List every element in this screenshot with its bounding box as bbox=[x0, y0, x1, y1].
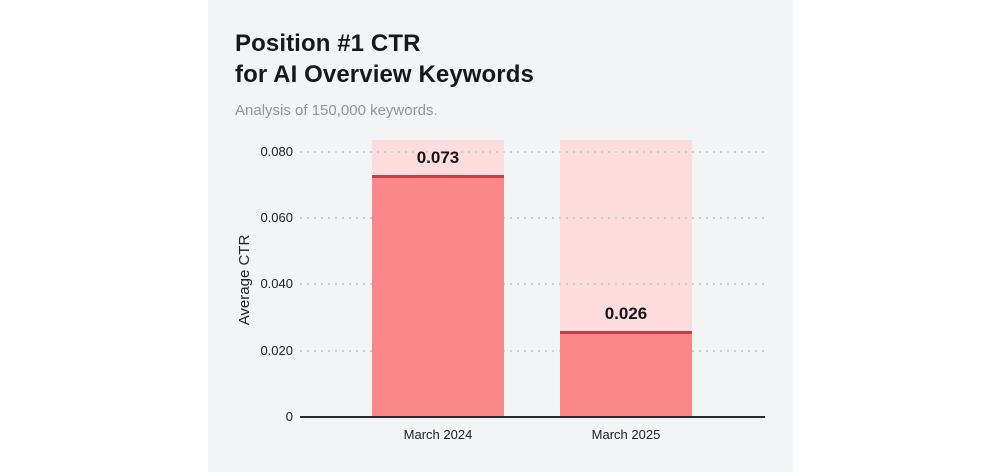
bar-fill bbox=[372, 174, 504, 417]
y-tick-label: 0 bbox=[285, 409, 293, 424]
chart-subtitle: Analysis of 150,000 keywords. bbox=[235, 102, 438, 119]
bar-value-label: 0.026 bbox=[604, 303, 648, 323]
chart-title-line2: for AI Overview Keywords bbox=[235, 61, 534, 88]
bar-March 2024: 0.073 bbox=[372, 140, 504, 417]
chart-title-line1: Position #1 CTR bbox=[235, 30, 421, 57]
bar-value-label: 0.073 bbox=[416, 147, 460, 167]
chart-title: Position #1 CTR for AI Overview Keywords bbox=[235, 28, 534, 90]
y-tick-label: 0.060 bbox=[260, 209, 293, 225]
y-tick-label: 0.020 bbox=[260, 342, 293, 358]
x-tick-label: March 2024 bbox=[403, 427, 473, 442]
gridline-0.040 bbox=[300, 283, 765, 286]
gridline-0.020 bbox=[300, 349, 765, 352]
bar-fill bbox=[560, 330, 692, 417]
x-tick-label: March 2025 bbox=[591, 427, 661, 442]
y-tick-label: 0.040 bbox=[260, 276, 293, 292]
gridline-0.060 bbox=[300, 216, 765, 219]
gridline-0.080 bbox=[300, 150, 765, 153]
y-tick-label: 0.080 bbox=[260, 143, 293, 159]
x-axis-line bbox=[300, 416, 765, 418]
bar-March 2025: 0.026 bbox=[560, 140, 692, 417]
